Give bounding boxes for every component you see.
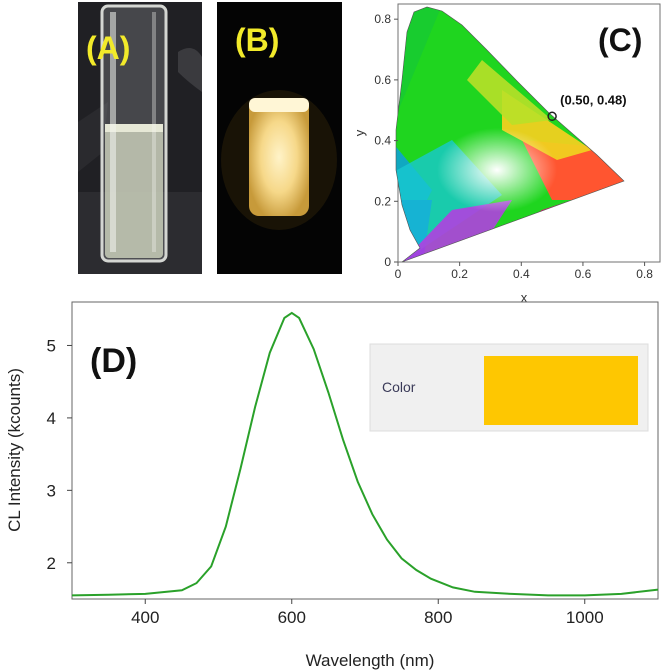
spectrum-y-tick-label-3: 5 <box>47 336 56 355</box>
cie-x-tick-label-1: 0.2 <box>451 267 468 281</box>
cie-y-axis: 0 0.2 0.4 0.6 0.8 <box>374 12 398 269</box>
spectrum-line <box>71 311 659 597</box>
cie-y-tick-label-1: 0.2 <box>374 194 391 208</box>
panel-label-c: (C) <box>598 22 643 58</box>
spectrum-x-tick-label-2: 800 <box>424 608 452 627</box>
vial-glow-illustration <box>217 2 342 274</box>
color-swatch <box>484 356 638 425</box>
color-inset-label: Color <box>382 379 416 395</box>
cie-x-tick-label-3: 0.6 <box>575 267 592 281</box>
spectrum-y-tick-label-1: 3 <box>47 481 56 500</box>
panel-label-a: (A) <box>86 30 131 66</box>
cie-point-label: (0.50, 0.48) <box>560 92 627 107</box>
cie-chart-svg: 0 0.2 0.4 0.6 0.8 0 0.2 0.4 0.6 0.8 x y (0.50, 0… <box>352 3 661 305</box>
panel-label-d: (D) <box>90 342 138 380</box>
cie-y-tick-label-4: 0.8 <box>374 12 391 26</box>
cie-x-axis-label: x <box>521 290 528 305</box>
vial-ambient-illustration <box>78 2 202 274</box>
spectrum-y-axis-label: CL Intensity (kcounts) <box>5 368 24 532</box>
cl-spectrum-svg: 400 600 800 1000 2 3 4 5 Wavelength (nm) CL In… <box>5 301 659 670</box>
cie-y-tick-label-2: 0.4 <box>374 134 391 148</box>
spectrum-x-axis-label: Wavelength (nm) <box>306 651 435 670</box>
cie-x-tick-label-4: 0.8 <box>636 267 653 281</box>
cie-y-axis-label: y <box>352 129 367 136</box>
cie-chart: 0 0.2 0.4 0.6 0.8 0 0.2 0.4 0.6 0.8 x y (0.50, 0… <box>352 0 664 310</box>
cie-y-tick-label-0: 0 <box>384 255 391 269</box>
panel-label-b: (B) <box>235 22 280 58</box>
cl-spectrum-chart: 400 600 800 1000 2 3 4 5 Wavelength (nm) CL In… <box>0 300 664 671</box>
cie-x-axis: 0 0.2 0.4 0.6 0.8 <box>395 262 653 281</box>
cie-color-point <box>547 111 557 122</box>
cie-x-tick-label-2: 0.4 <box>513 267 530 281</box>
cie-x-tick-label-0: 0 <box>395 267 402 281</box>
spectrum-x-tick-label-0: 400 <box>131 608 159 627</box>
color-inset: Color <box>369 343 649 432</box>
spectrum-x-axis: 400 600 800 1000 <box>131 599 604 627</box>
spectrum-y-axis: 2 3 4 5 <box>47 336 72 573</box>
spectrum-x-tick-label-3: 1000 <box>566 608 604 627</box>
cie-y-tick-label-3: 0.6 <box>374 73 391 87</box>
photo-vial-ambient: (A) <box>78 2 202 274</box>
spectrum-y-tick-label-0: 2 <box>47 554 56 573</box>
photo-vial-glowing: (B) <box>217 2 342 274</box>
spectrum-y-tick-label-2: 4 <box>47 409 56 428</box>
spectrum-x-tick-label-1: 600 <box>278 608 306 627</box>
